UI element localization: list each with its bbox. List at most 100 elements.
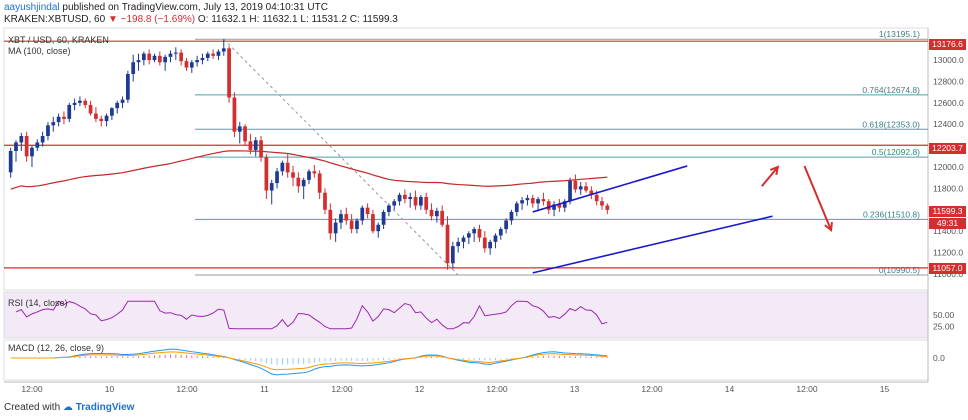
candle-body <box>163 56 168 63</box>
candle-body <box>269 183 274 191</box>
candle-body <box>14 142 18 151</box>
candle-body <box>424 196 429 210</box>
price-badge-top: 13176.6 <box>929 39 966 50</box>
candle-body <box>280 162 285 172</box>
candle-body <box>312 171 317 174</box>
candle-body <box>445 224 450 264</box>
ma-legend[interactable]: MA (100, close) <box>8 46 71 56</box>
candle-body <box>339 214 343 223</box>
candle-body <box>419 196 423 206</box>
candle-body <box>376 224 381 232</box>
candle-body <box>365 207 370 215</box>
pair-legend: XBT / USD, 60, KRAKEN <box>8 35 109 45</box>
candle-body <box>333 222 338 234</box>
candle-body <box>429 209 434 217</box>
price-tick-label: 11800.0 <box>933 183 963 193</box>
candle-body <box>573 180 578 190</box>
macd-legend[interactable]: MACD (12, 26, close, 9) <box>8 343 105 353</box>
candle-body <box>323 192 327 210</box>
price-tick-label: 12400.0 <box>933 119 964 129</box>
candle-body <box>568 180 572 202</box>
candle-body <box>392 201 397 206</box>
rsi-line <box>15 300 608 330</box>
candle-body <box>141 53 146 61</box>
candle-body <box>99 118 104 122</box>
fib-level-label: 0.5(12092.8) <box>872 147 920 157</box>
time-tick-label: 10 <box>105 384 115 394</box>
candle-body <box>40 136 45 143</box>
candle-body <box>46 125 50 137</box>
candle-body <box>168 53 173 57</box>
author-name[interactable]: aayushjindal <box>4 2 60 13</box>
candle-body <box>514 203 519 212</box>
price-tick-label: 11200.0 <box>933 248 963 258</box>
price-panel-frame <box>3 27 929 291</box>
candle-body <box>83 100 88 105</box>
up-arrow <box>761 166 779 187</box>
candle-body <box>110 108 114 116</box>
candle-body <box>179 52 184 62</box>
created-with-text: Created with <box>4 402 61 413</box>
candle-body <box>264 157 269 191</box>
candle-body <box>200 57 205 61</box>
footer: Created with ☁ TradingView <box>4 402 134 413</box>
candle-body <box>285 162 290 173</box>
time-tick-label: 13 <box>570 384 580 394</box>
retracement-line <box>223 38 459 276</box>
countdown-badge: 49:31 <box>929 218 966 229</box>
candle-body <box>216 51 221 56</box>
candle-body <box>56 116 61 123</box>
macd-signal-line <box>10 351 608 371</box>
candle-body <box>344 214 349 221</box>
candle-body <box>536 199 540 204</box>
candle-body <box>152 55 157 61</box>
candle-body <box>67 104 72 119</box>
rsi-tick-label: 25.00 <box>933 322 955 332</box>
rsi-legend[interactable]: RSI (14, close) <box>8 298 68 308</box>
candle-body <box>291 172 295 178</box>
candle-body <box>552 204 556 210</box>
candle-body <box>456 241 461 247</box>
time-tick-label: 15 <box>880 384 890 394</box>
candle-body <box>541 199 546 202</box>
fib-level-label: 0.236(11510.8) <box>863 209 920 219</box>
rsi-tick-label: 50.00 <box>933 310 955 320</box>
candle-body <box>243 126 247 142</box>
candle-body <box>147 53 152 61</box>
price-tick-label: 13000.0 <box>933 55 964 65</box>
candle-body <box>221 48 226 52</box>
candle-body <box>115 102 120 109</box>
candle-body <box>131 62 136 74</box>
candle-body <box>413 196 418 206</box>
candle-body <box>594 194 599 202</box>
candle-body <box>205 53 210 58</box>
price-tick-label: 11400.0 <box>933 226 963 236</box>
candle-body <box>371 214 375 232</box>
fib-level-label: 0.764(12674.8) <box>862 85 920 95</box>
ohlc-values: O: 11632.1 H: 11632.1 L: 11531.2 C: 1159… <box>197 14 398 25</box>
candle-body <box>472 229 477 234</box>
tradingview-logo-icon: ☁ <box>62 402 73 413</box>
change-value: ▼ −198.8 (−1.69%) <box>107 14 196 25</box>
time-tick-label: 12 <box>415 384 425 394</box>
candle-body <box>525 198 530 201</box>
candle-body <box>296 177 301 187</box>
channel-upper-line <box>532 165 688 213</box>
macd-line <box>10 348 608 376</box>
candle-body <box>403 194 407 200</box>
candle-body <box>184 61 189 68</box>
candle-body <box>35 142 40 148</box>
candle-body <box>8 150 13 173</box>
time-tick-label: 14 <box>725 384 735 394</box>
symbol-name: KRAKEN:XBTUSD, 60 <box>4 14 106 25</box>
candle-body <box>482 237 487 249</box>
candle-body <box>562 201 567 208</box>
candle-body <box>30 147 34 157</box>
candle-body <box>477 229 482 238</box>
tradingview-brand[interactable]: TradingView <box>75 402 135 413</box>
time-tick-label: 11 <box>260 384 269 394</box>
publish-text: published on TradingView.com, July 13, 2… <box>62 2 328 13</box>
macd-tick-label: 0.0 <box>933 353 945 363</box>
candle-body <box>62 116 66 119</box>
